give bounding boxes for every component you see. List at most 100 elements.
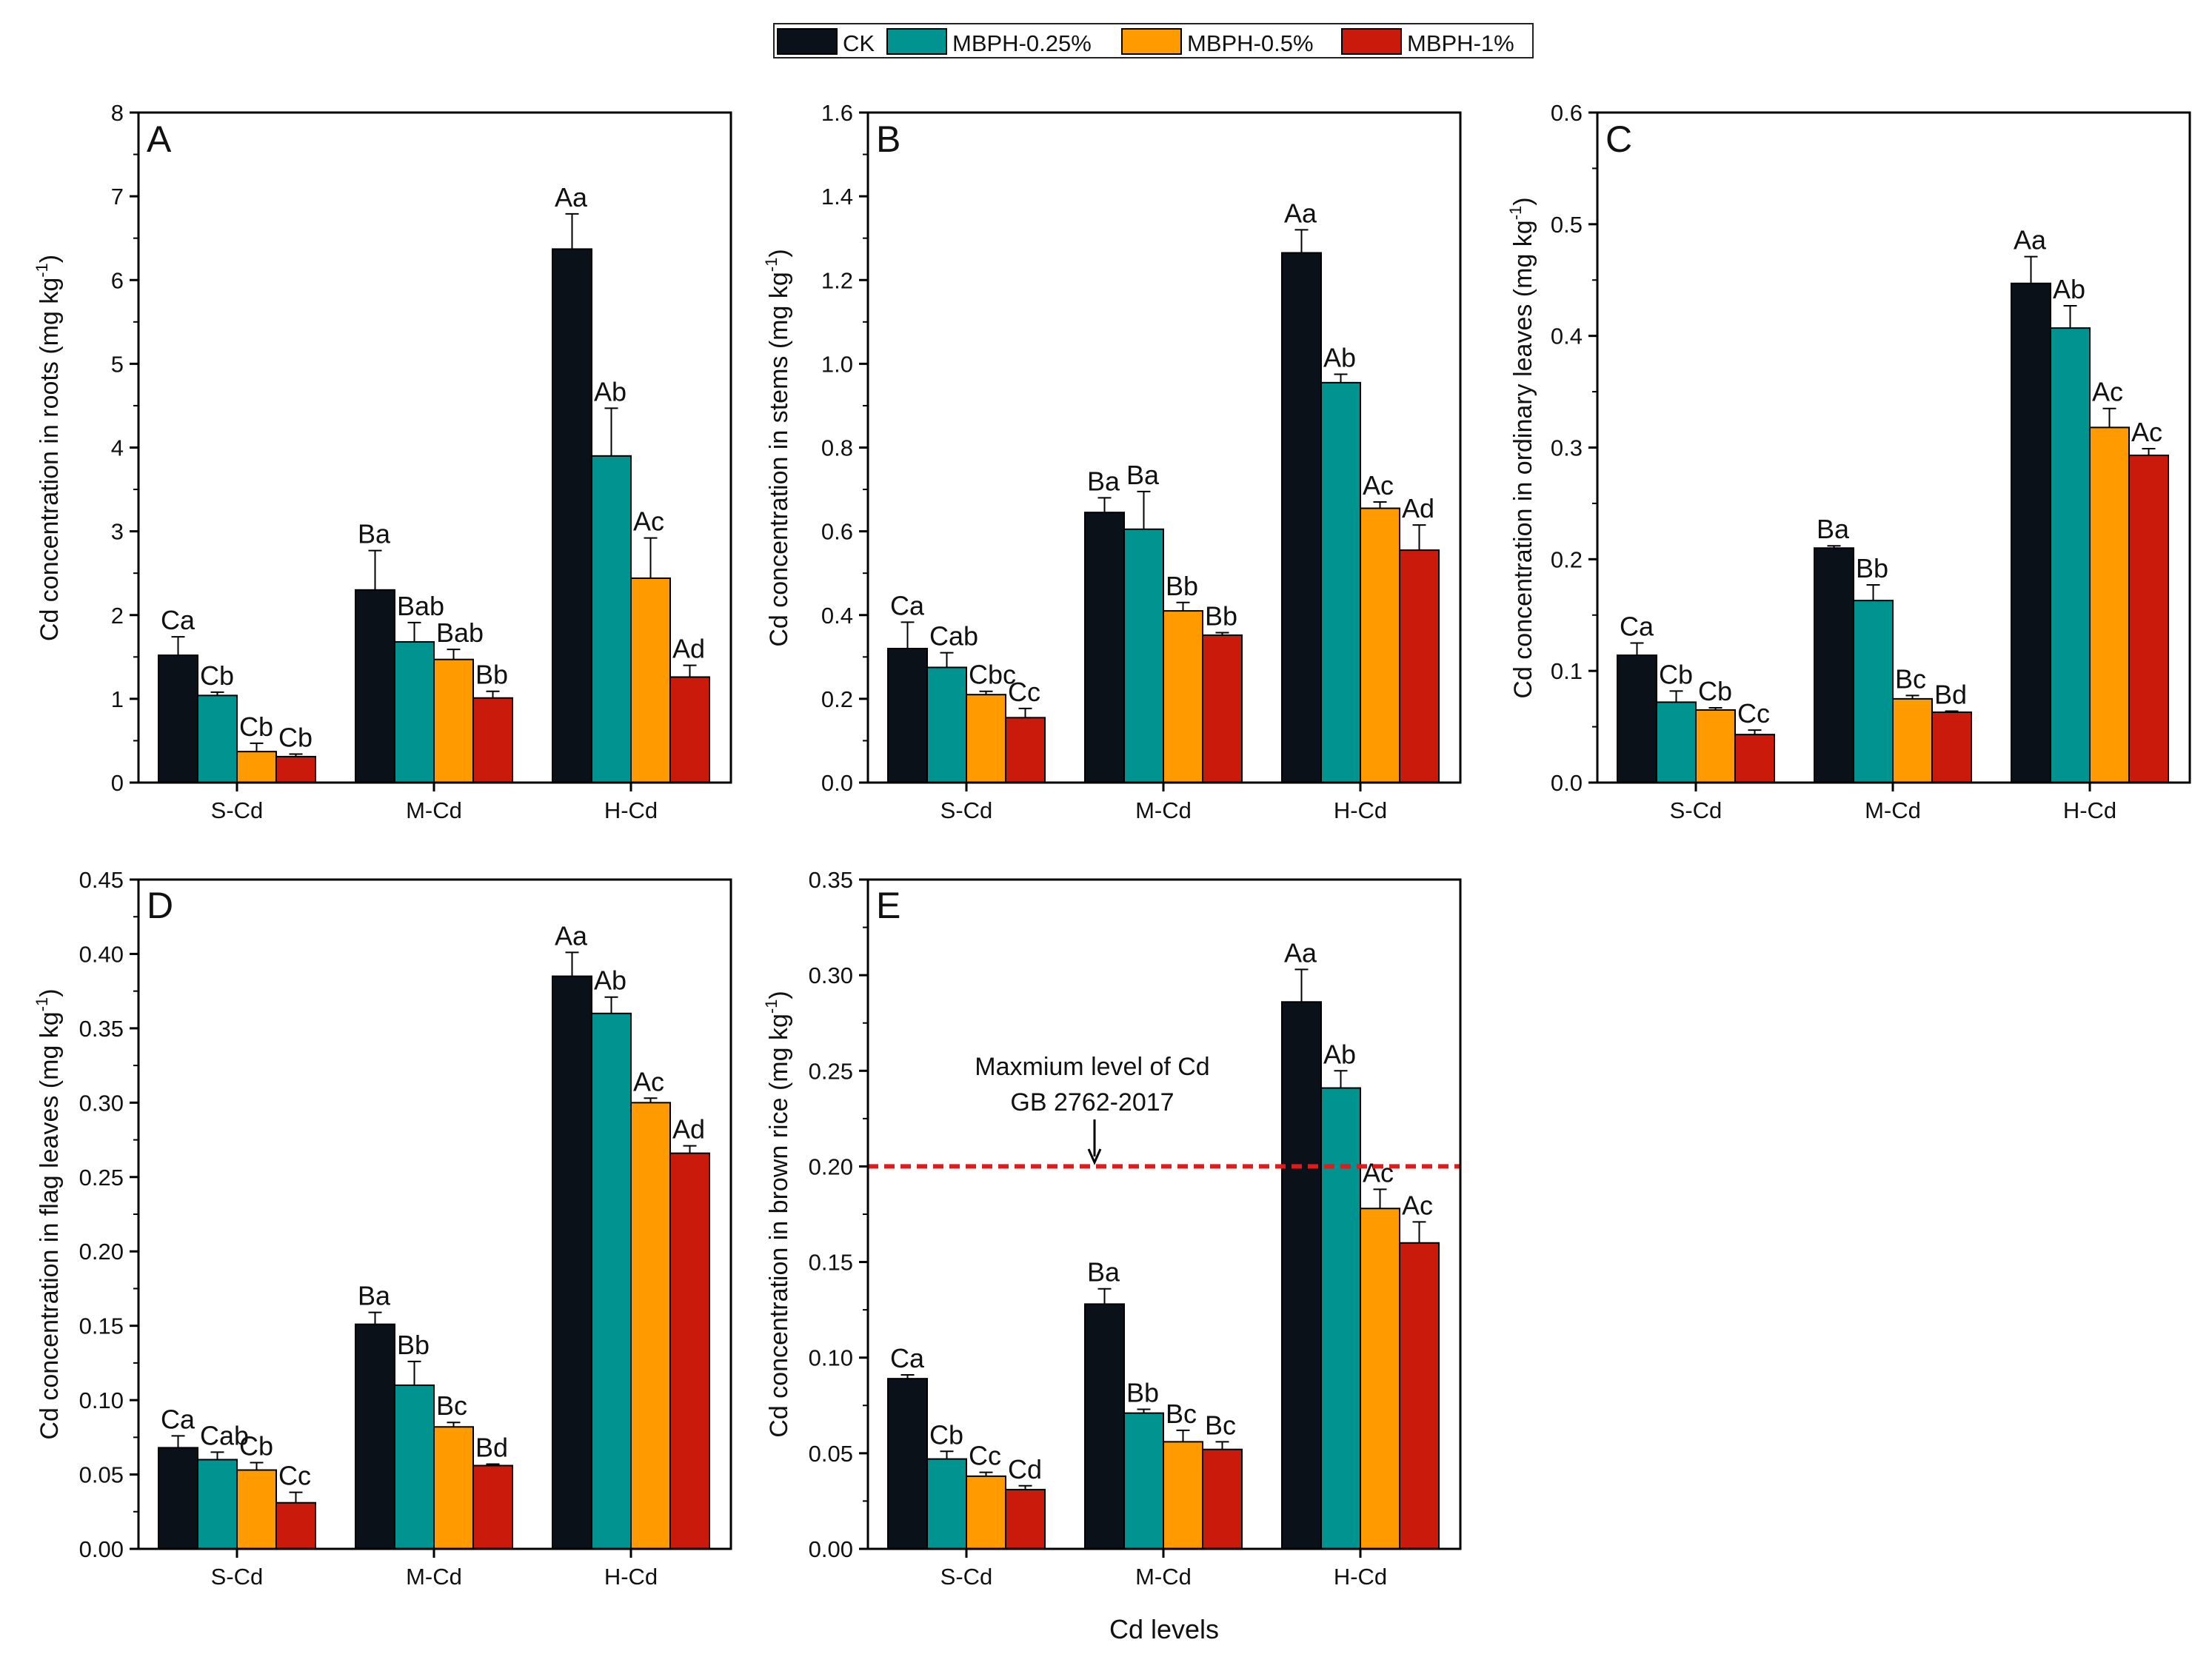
panel-d-ytick-label: 0.20 [79, 1239, 124, 1265]
panel-e-ytick-label: 0.35 [809, 867, 853, 893]
panel-c-ytick-label: 0.0 [1551, 770, 1583, 796]
panel-e-ytick-label: 0.05 [809, 1441, 853, 1467]
panel-d-bar [394, 1385, 435, 1550]
panel-a-bar [158, 654, 198, 783]
panel-d-ytick-label: 0.45 [79, 867, 124, 893]
panel-d-bar [158, 1447, 198, 1550]
panel-a-frame [137, 111, 732, 784]
panel-c-significance-label: Ac [2131, 417, 2162, 447]
panel-a-ytick-label: 3 [111, 519, 124, 545]
panel-e-bar [966, 1475, 1006, 1550]
panel-c-bar [1617, 654, 1657, 783]
panel-d-ylabel: Cd concentration in flag leaves (mg kg-1… [33, 988, 64, 1439]
panel-e-reference-annotation-1: Maxmium level of Cd [975, 1053, 1209, 1081]
panel-d-frame [137, 878, 732, 1550]
legend-label-mbph-1: MBPH-1% [1407, 30, 1514, 56]
panel-b-bar [1163, 610, 1203, 783]
panel-a-significance-label: Ba [358, 519, 391, 549]
panel-c-xtick-label: H-Cd [2063, 797, 2116, 823]
panel-a-significance-label: Bab [436, 617, 484, 648]
panel-e-xtick-label: S-Cd [940, 1564, 993, 1590]
panel-b-ylabel: Cd concentration in stems (mg kg-1) [762, 249, 793, 646]
panel-e-reference-annotation-2: GB 2762-2017 [1010, 1088, 1174, 1116]
panel-a-significance-label: Bb [475, 660, 508, 690]
panel-c-significance-label: Cb [1659, 659, 1693, 689]
panel-e-label: E [876, 885, 900, 926]
panel-e-ytick-label: 0.30 [809, 962, 853, 988]
panel-b-significance-label: Cab [929, 621, 978, 652]
panel-b-significance-label: Ca [890, 590, 925, 620]
panel-e-significance-label: Ac [1363, 1157, 1394, 1188]
panel-a-xtick-label: H-Cd [604, 797, 658, 823]
panel-c-ytick-label: 0.5 [1551, 212, 1583, 238]
legend-label-mbph-05: MBPH-0.5% [1187, 30, 1314, 56]
panel-c-bar [2011, 282, 2051, 783]
panel-d-ytick-label: 0.35 [79, 1016, 124, 1042]
panel-b-bar [1084, 512, 1125, 783]
panel-d-ytick-label: 0.15 [79, 1313, 124, 1339]
panel-b-significance-label: Ba [1087, 466, 1120, 496]
panel-c-ytick-label: 0.3 [1551, 435, 1583, 461]
panel-a-bar [394, 640, 435, 784]
legend-swatch-mbph-05 [1121, 28, 1182, 55]
panel-a-ytick-label: 6 [111, 267, 124, 293]
panel-c-label: C [1605, 118, 1632, 160]
panel-d-significance-label: Bc [436, 1390, 467, 1421]
legend: CK MBPH-0.25% MBPH-0.5% MBPH-1% [773, 23, 1534, 58]
panel-e-ylabel: Cd concentration in brown rice (mg kg-1) [762, 991, 793, 1437]
panel-b-ytick-label: 0.8 [821, 435, 853, 461]
legend-label-mbph-025: MBPH-0.25% [952, 30, 1092, 56]
panel-b-label: B [876, 118, 900, 160]
panel-c-ytick-label: 0.4 [1551, 324, 1583, 349]
panel-e-bar [1202, 1448, 1243, 1550]
panel-e-significance-label: Ab [1323, 1039, 1356, 1069]
panel-e-reference: Maxmium level of Cd GB 2762-2017 [868, 1053, 1460, 1169]
panel-d-xtick-label: H-Cd [604, 1564, 658, 1590]
panel-d-bar [552, 975, 592, 1550]
panel-b-ytick-label: 0.0 [821, 770, 853, 796]
panel-c-significance-label: Ca [1620, 611, 1654, 641]
panel-b-bar [926, 666, 967, 783]
panel-d-bar [591, 1012, 632, 1550]
panel-a-bar [433, 658, 474, 783]
legend-label-ck: CK [843, 30, 875, 56]
panel-b-significance-label: Cc [1008, 677, 1040, 707]
panel-b-bar [1360, 507, 1400, 783]
panel-e: Cd concentration in brown rice (mg kg-1)… [762, 867, 1462, 1590]
panel-c-ylabel: Cd concentration in ordinary leaves (mg … [1506, 197, 1537, 698]
panel-a-ytick-label: 5 [111, 351, 124, 377]
panel-c-bar [1931, 711, 1972, 783]
panel-c-significance-label: Bd [1934, 679, 1967, 709]
panel-e-xtick-label: H-Cd [1334, 1564, 1387, 1590]
panel-d-significance-label: Cb [239, 1430, 273, 1461]
panel-c-significance-label: Bc [1895, 663, 1926, 694]
panel-a-significance-label: Ad [672, 634, 705, 664]
panel-e-significance-label: Bc [1205, 1410, 1236, 1440]
panel-b-ytick-label: 0.2 [821, 686, 853, 712]
panel-e-xtick-label: M-Cd [1135, 1564, 1192, 1590]
panel-e-significance-label: Cd [1008, 1454, 1042, 1484]
panel-a-significance-label: Bab [397, 591, 444, 621]
panel-a-significance-label: Cb [200, 660, 234, 691]
panel-a-significance-label: Cb [239, 712, 273, 742]
panel-b-bar [887, 648, 928, 783]
panel-b-bar [966, 694, 1006, 783]
panel-e-significance-label: Aa [1284, 937, 1317, 968]
panel-c-bar [2050, 327, 2091, 783]
panel-d-significance-label: Ab [594, 965, 626, 996]
panel-b-ytick-label: 1.0 [821, 351, 853, 377]
panel-c-ytick-label: 0.6 [1551, 100, 1583, 126]
panel-b-xtick-label: H-Cd [1334, 797, 1387, 823]
panel-c-ytick-label: 0.1 [1551, 658, 1583, 684]
panel-d-significance-label: Ac [633, 1066, 664, 1096]
panel-b-bar [1281, 252, 1322, 783]
panel-e-bar [1005, 1488, 1046, 1550]
panel-c-significance-label: Aa [2014, 225, 2047, 255]
panel-d-significance-label: Bd [475, 1432, 508, 1462]
panel-a-bar [552, 248, 592, 783]
panel-b-bar [1320, 381, 1361, 783]
legend-swatch-mbph-025 [886, 28, 947, 55]
panel-a-bar [591, 455, 632, 783]
panel-e-bar [1123, 1412, 1164, 1550]
